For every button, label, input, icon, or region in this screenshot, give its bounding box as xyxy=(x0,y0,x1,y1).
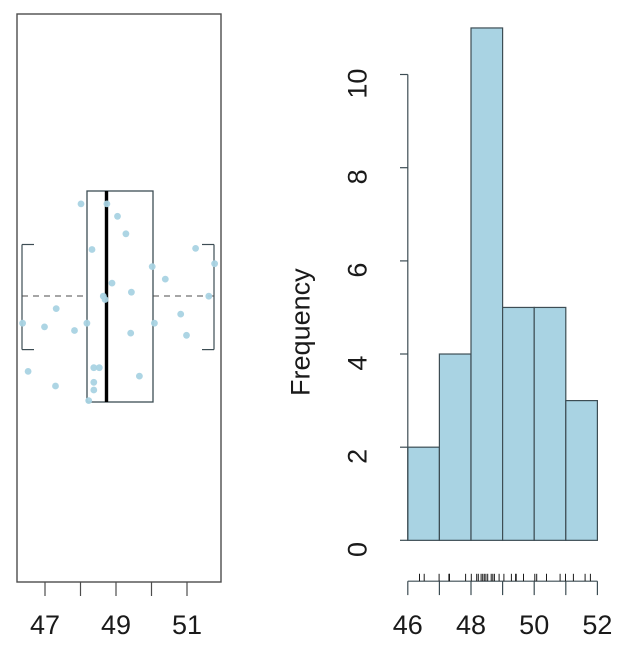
svg-text:49: 49 xyxy=(101,610,131,640)
svg-text:8: 8 xyxy=(342,169,372,184)
svg-text:Frequency: Frequency xyxy=(285,268,315,396)
svg-text:51: 51 xyxy=(172,610,202,640)
svg-text:46: 46 xyxy=(393,610,423,640)
svg-text:47: 47 xyxy=(30,610,60,640)
svg-text:4: 4 xyxy=(342,356,372,371)
svg-text:48: 48 xyxy=(456,610,486,640)
svg-text:52: 52 xyxy=(582,610,612,640)
svg-text:2: 2 xyxy=(342,449,372,464)
svg-text:6: 6 xyxy=(342,263,372,278)
svg-text:50: 50 xyxy=(519,610,549,640)
svg-text:10: 10 xyxy=(342,69,372,99)
svg-text:0: 0 xyxy=(342,542,372,557)
